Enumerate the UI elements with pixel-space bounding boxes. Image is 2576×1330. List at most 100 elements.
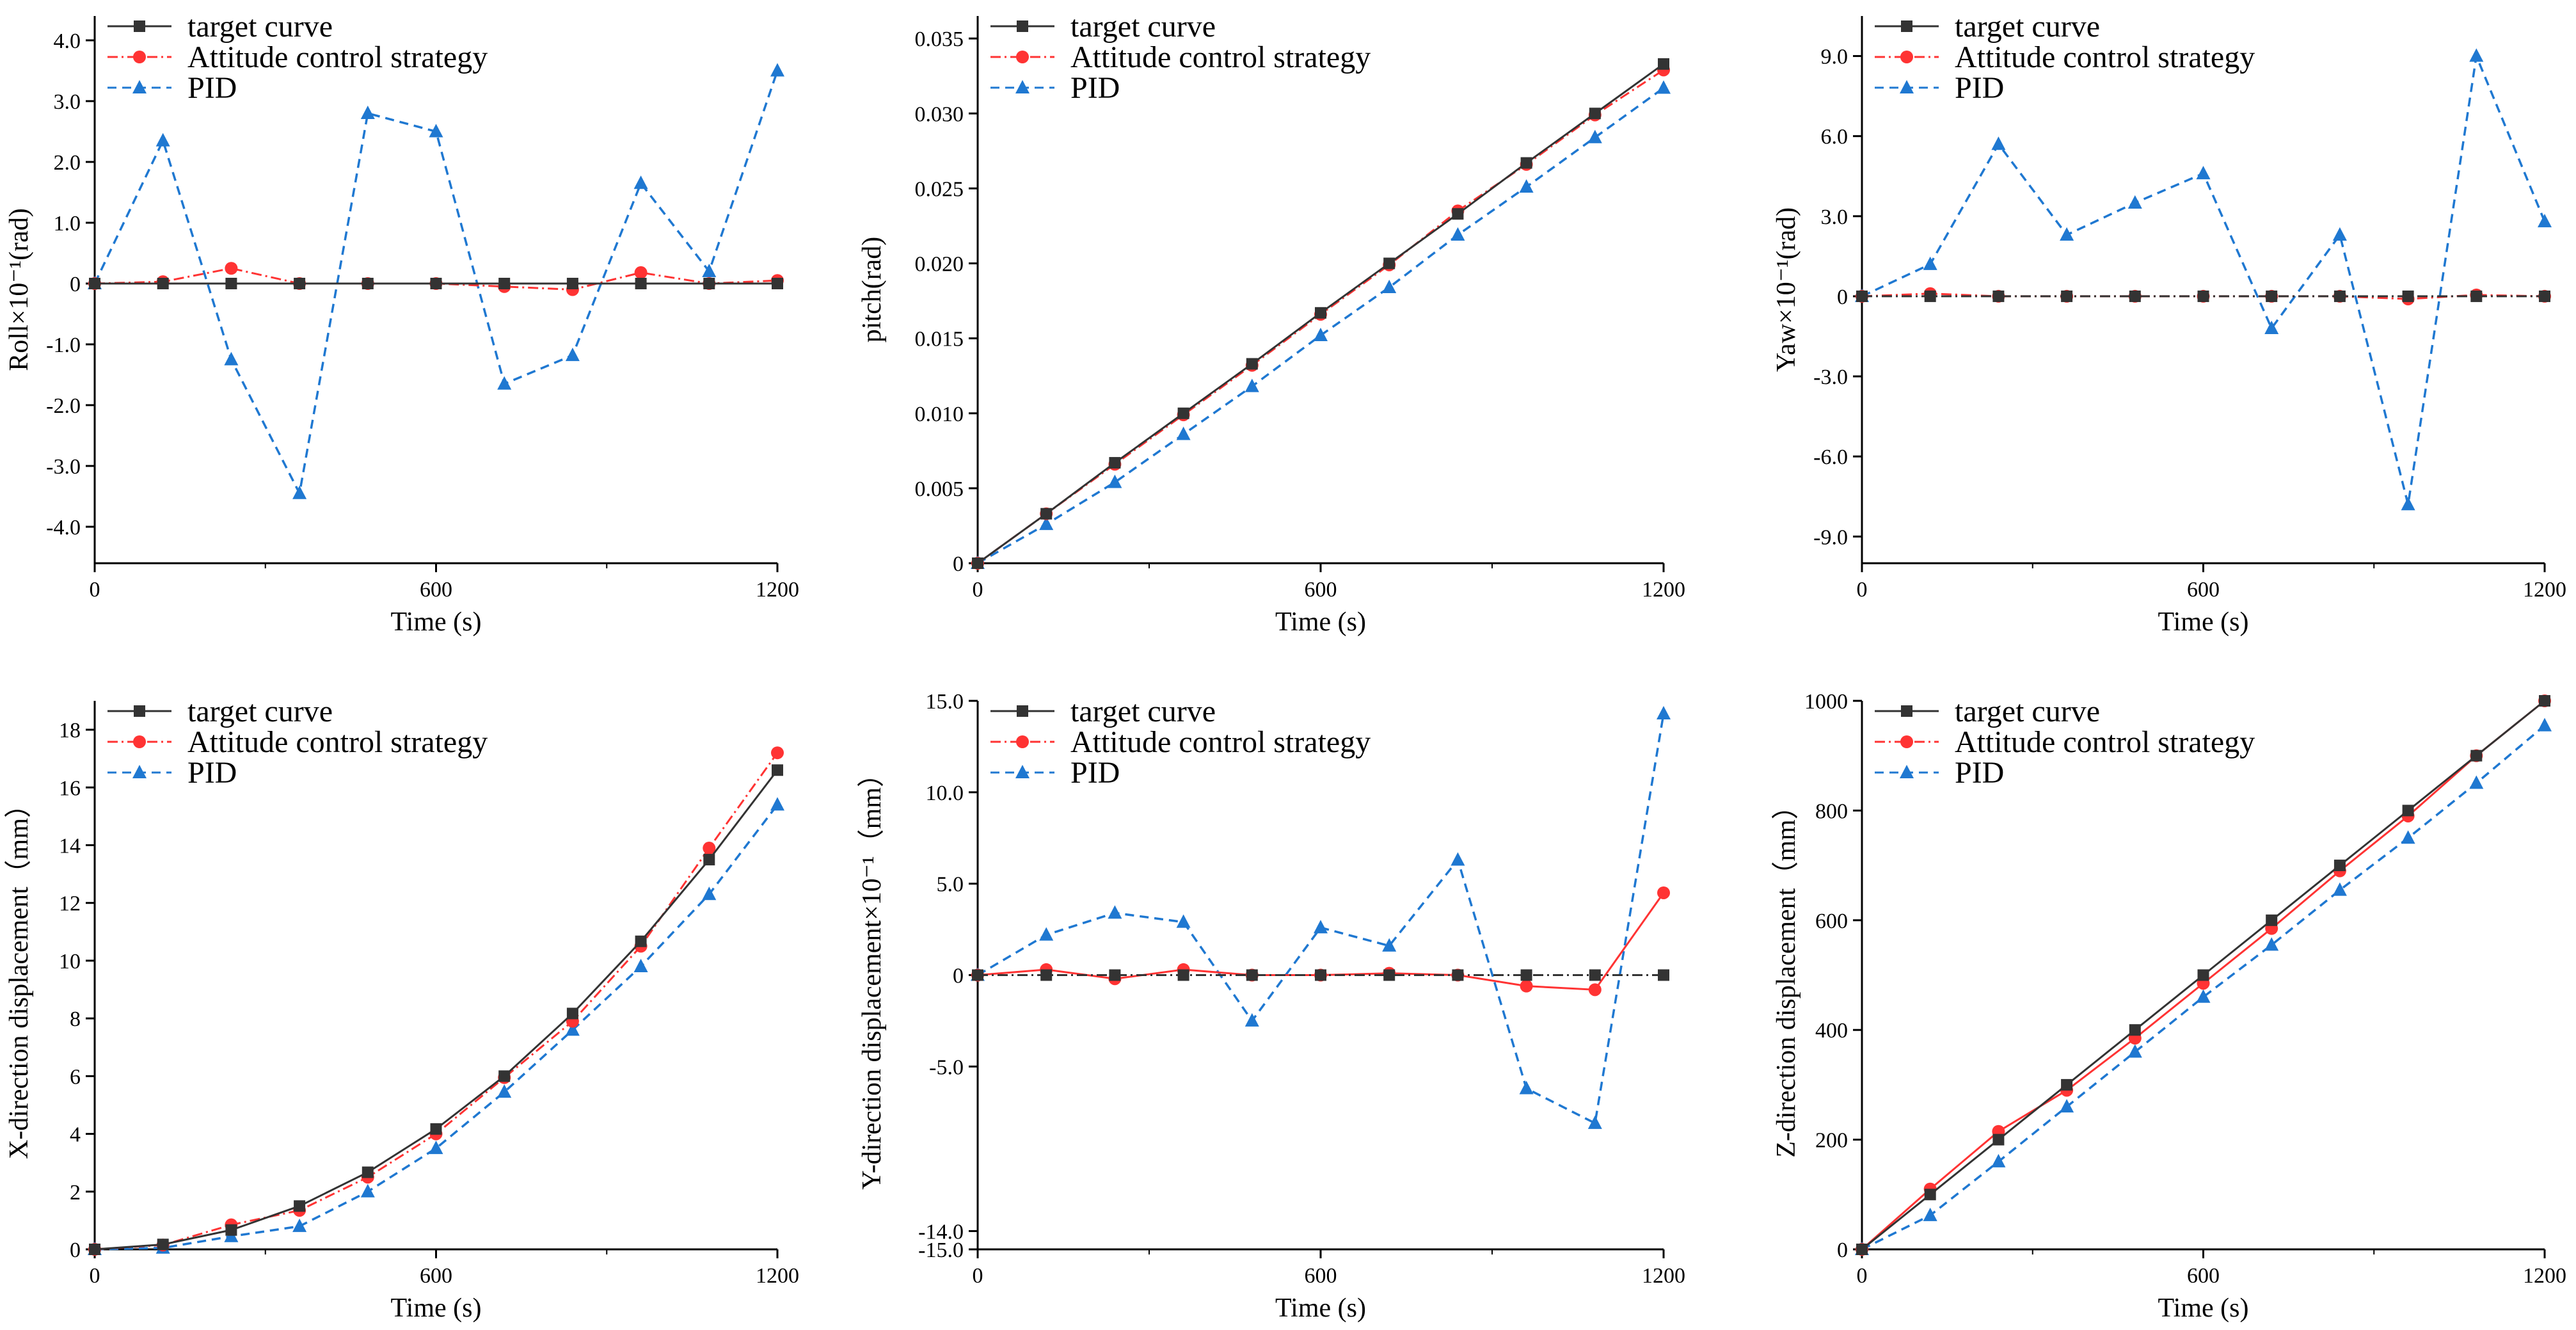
point-pid bbox=[770, 797, 784, 811]
y-tick-label: 0.020 bbox=[915, 253, 964, 276]
point-target bbox=[703, 278, 715, 289]
y-tick-label: 0.035 bbox=[915, 28, 964, 51]
legend-entry-target: target curve bbox=[107, 10, 333, 44]
point-strategy bbox=[1520, 979, 1533, 993]
y-tick-label: 4 bbox=[70, 1123, 81, 1147]
y-axis-title: X-direction displacement（mm） bbox=[4, 791, 34, 1159]
point-target bbox=[1040, 508, 1053, 520]
point-pid bbox=[1923, 1207, 1937, 1221]
y-tick-label: 18 bbox=[59, 719, 81, 742]
y-tick-label: 1000 bbox=[1804, 690, 1848, 714]
y-axis-title: Yaw×10⁻¹(rad) bbox=[1772, 207, 1801, 372]
legend-entry-pid: PID bbox=[990, 756, 1120, 790]
point-target bbox=[1589, 108, 1601, 120]
point-target bbox=[2197, 290, 2209, 302]
point-pid bbox=[2538, 214, 2552, 228]
series-line-pid bbox=[977, 87, 1665, 565]
point-pid bbox=[1244, 1013, 1259, 1027]
legend-label-strategy: Attitude control strategy bbox=[1070, 725, 1371, 759]
point-pid bbox=[497, 376, 512, 390]
y-tick-label: 2 bbox=[70, 1181, 81, 1205]
x-tick-label: 0 bbox=[973, 1264, 983, 1288]
legend-marker-target bbox=[134, 20, 145, 32]
legend-entry-pid: PID bbox=[107, 756, 237, 790]
point-target bbox=[703, 854, 715, 866]
point-pid bbox=[429, 124, 443, 138]
y-tick-label: 0.010 bbox=[915, 403, 964, 426]
point-pid bbox=[292, 485, 307, 499]
point-target bbox=[498, 278, 511, 289]
point-target bbox=[1177, 969, 1189, 981]
point-strategy bbox=[1588, 983, 1602, 997]
y-tick-label: 15.0 bbox=[926, 690, 964, 714]
y-tick-label: 0 bbox=[953, 552, 964, 576]
y-tick-label: -1.0 bbox=[46, 333, 81, 357]
legend-label-target: target curve bbox=[187, 694, 333, 728]
legend-label-target: target curve bbox=[1070, 10, 1216, 44]
y-tick-label: -4.0 bbox=[46, 516, 81, 540]
y-tick-label: -3.0 bbox=[1813, 365, 1848, 389]
point-target bbox=[1658, 969, 1669, 981]
legend-marker-target bbox=[1901, 705, 1912, 717]
legend-entry-strategy: Attitude control strategy bbox=[107, 40, 488, 74]
y-tick-label: 0.025 bbox=[915, 177, 964, 201]
point-target bbox=[157, 278, 169, 289]
y-tick-label: 10 bbox=[59, 950, 81, 973]
point-target bbox=[89, 278, 100, 289]
point-target bbox=[225, 278, 237, 289]
point-target bbox=[2129, 1024, 2141, 1036]
legend-entry-pid: PID bbox=[990, 71, 1120, 105]
point-pid bbox=[2469, 775, 2484, 789]
x-tick-label: 1200 bbox=[756, 1264, 799, 1288]
legend-label-target: target curve bbox=[1955, 10, 2100, 44]
legend-marker-pid bbox=[1015, 80, 1030, 93]
x-tick-label: 1200 bbox=[756, 578, 799, 602]
point-target bbox=[2129, 290, 2141, 302]
x-tick-label: 0 bbox=[1857, 1264, 1868, 1288]
point-pid bbox=[2264, 937, 2279, 951]
x-tick-label: 600 bbox=[2187, 578, 2220, 602]
chart-panel-pitch: 0 600 1200 0 0.005 0.010 0.015 0.020 0.025 0.030 0… bbox=[857, 10, 1685, 637]
legend-entry-target: target curve bbox=[990, 10, 1216, 44]
point-target bbox=[2539, 695, 2550, 707]
legend-label-pid: PID bbox=[1070, 756, 1120, 790]
point-pid bbox=[1314, 920, 1328, 934]
chart-panel-z-displacement: 0 600 1200 0 200 400 600 800 1000 Time (s) Z-direc… bbox=[1772, 690, 2566, 1323]
legend-marker-target bbox=[134, 705, 145, 717]
y-tick-label: 10.0 bbox=[926, 781, 964, 805]
point-target bbox=[972, 969, 983, 981]
x-axis-title: Time (s) bbox=[391, 607, 482, 637]
y-tick-label: 400 bbox=[1815, 1019, 1848, 1043]
chart-panel-y-displacement: 0 600 1200 -15.0-14.0 -5.0 0 5.0 10.0 15.0 Time (… bbox=[857, 690, 1685, 1323]
y-tick-label: 5.0 bbox=[937, 873, 964, 897]
point-strategy bbox=[225, 262, 238, 275]
legend-entry-pid: PID bbox=[107, 71, 237, 105]
point-target bbox=[1856, 1244, 1868, 1255]
point-pid bbox=[1519, 1080, 1534, 1094]
point-pid bbox=[155, 132, 170, 147]
legend-label-pid: PID bbox=[1955, 71, 2004, 105]
legend-entry-target: target curve bbox=[107, 694, 333, 728]
point-target bbox=[566, 1007, 578, 1020]
point-target bbox=[2470, 290, 2483, 302]
legend-marker-strategy bbox=[133, 51, 146, 63]
y-tick-label: 0.030 bbox=[915, 102, 964, 126]
x-tick-label: 600 bbox=[420, 1264, 452, 1288]
y-tick-label: -15.0 bbox=[918, 1238, 964, 1262]
y-tick-label: 0 bbox=[1837, 285, 1848, 309]
point-pid bbox=[292, 1218, 307, 1232]
point-pid bbox=[702, 886, 717, 901]
point-pid bbox=[1244, 378, 1259, 392]
y-tick-label: -14.0 bbox=[918, 1220, 964, 1244]
x-tick-label: 1200 bbox=[1642, 578, 1685, 602]
point-pid bbox=[1039, 517, 1054, 531]
legend-label-target: target curve bbox=[187, 10, 333, 44]
y-tick-label: 800 bbox=[1815, 799, 1848, 823]
legend-entry-target: target curve bbox=[1875, 694, 2100, 728]
y-tick-label: 8 bbox=[70, 1007, 81, 1031]
legend-entry-strategy: Attitude control strategy bbox=[1875, 725, 2255, 759]
point-pid bbox=[633, 958, 648, 972]
legend-label-target: target curve bbox=[1070, 694, 1216, 728]
point-target bbox=[1383, 969, 1395, 981]
x-axis-title: Time (s) bbox=[2158, 1294, 2249, 1323]
